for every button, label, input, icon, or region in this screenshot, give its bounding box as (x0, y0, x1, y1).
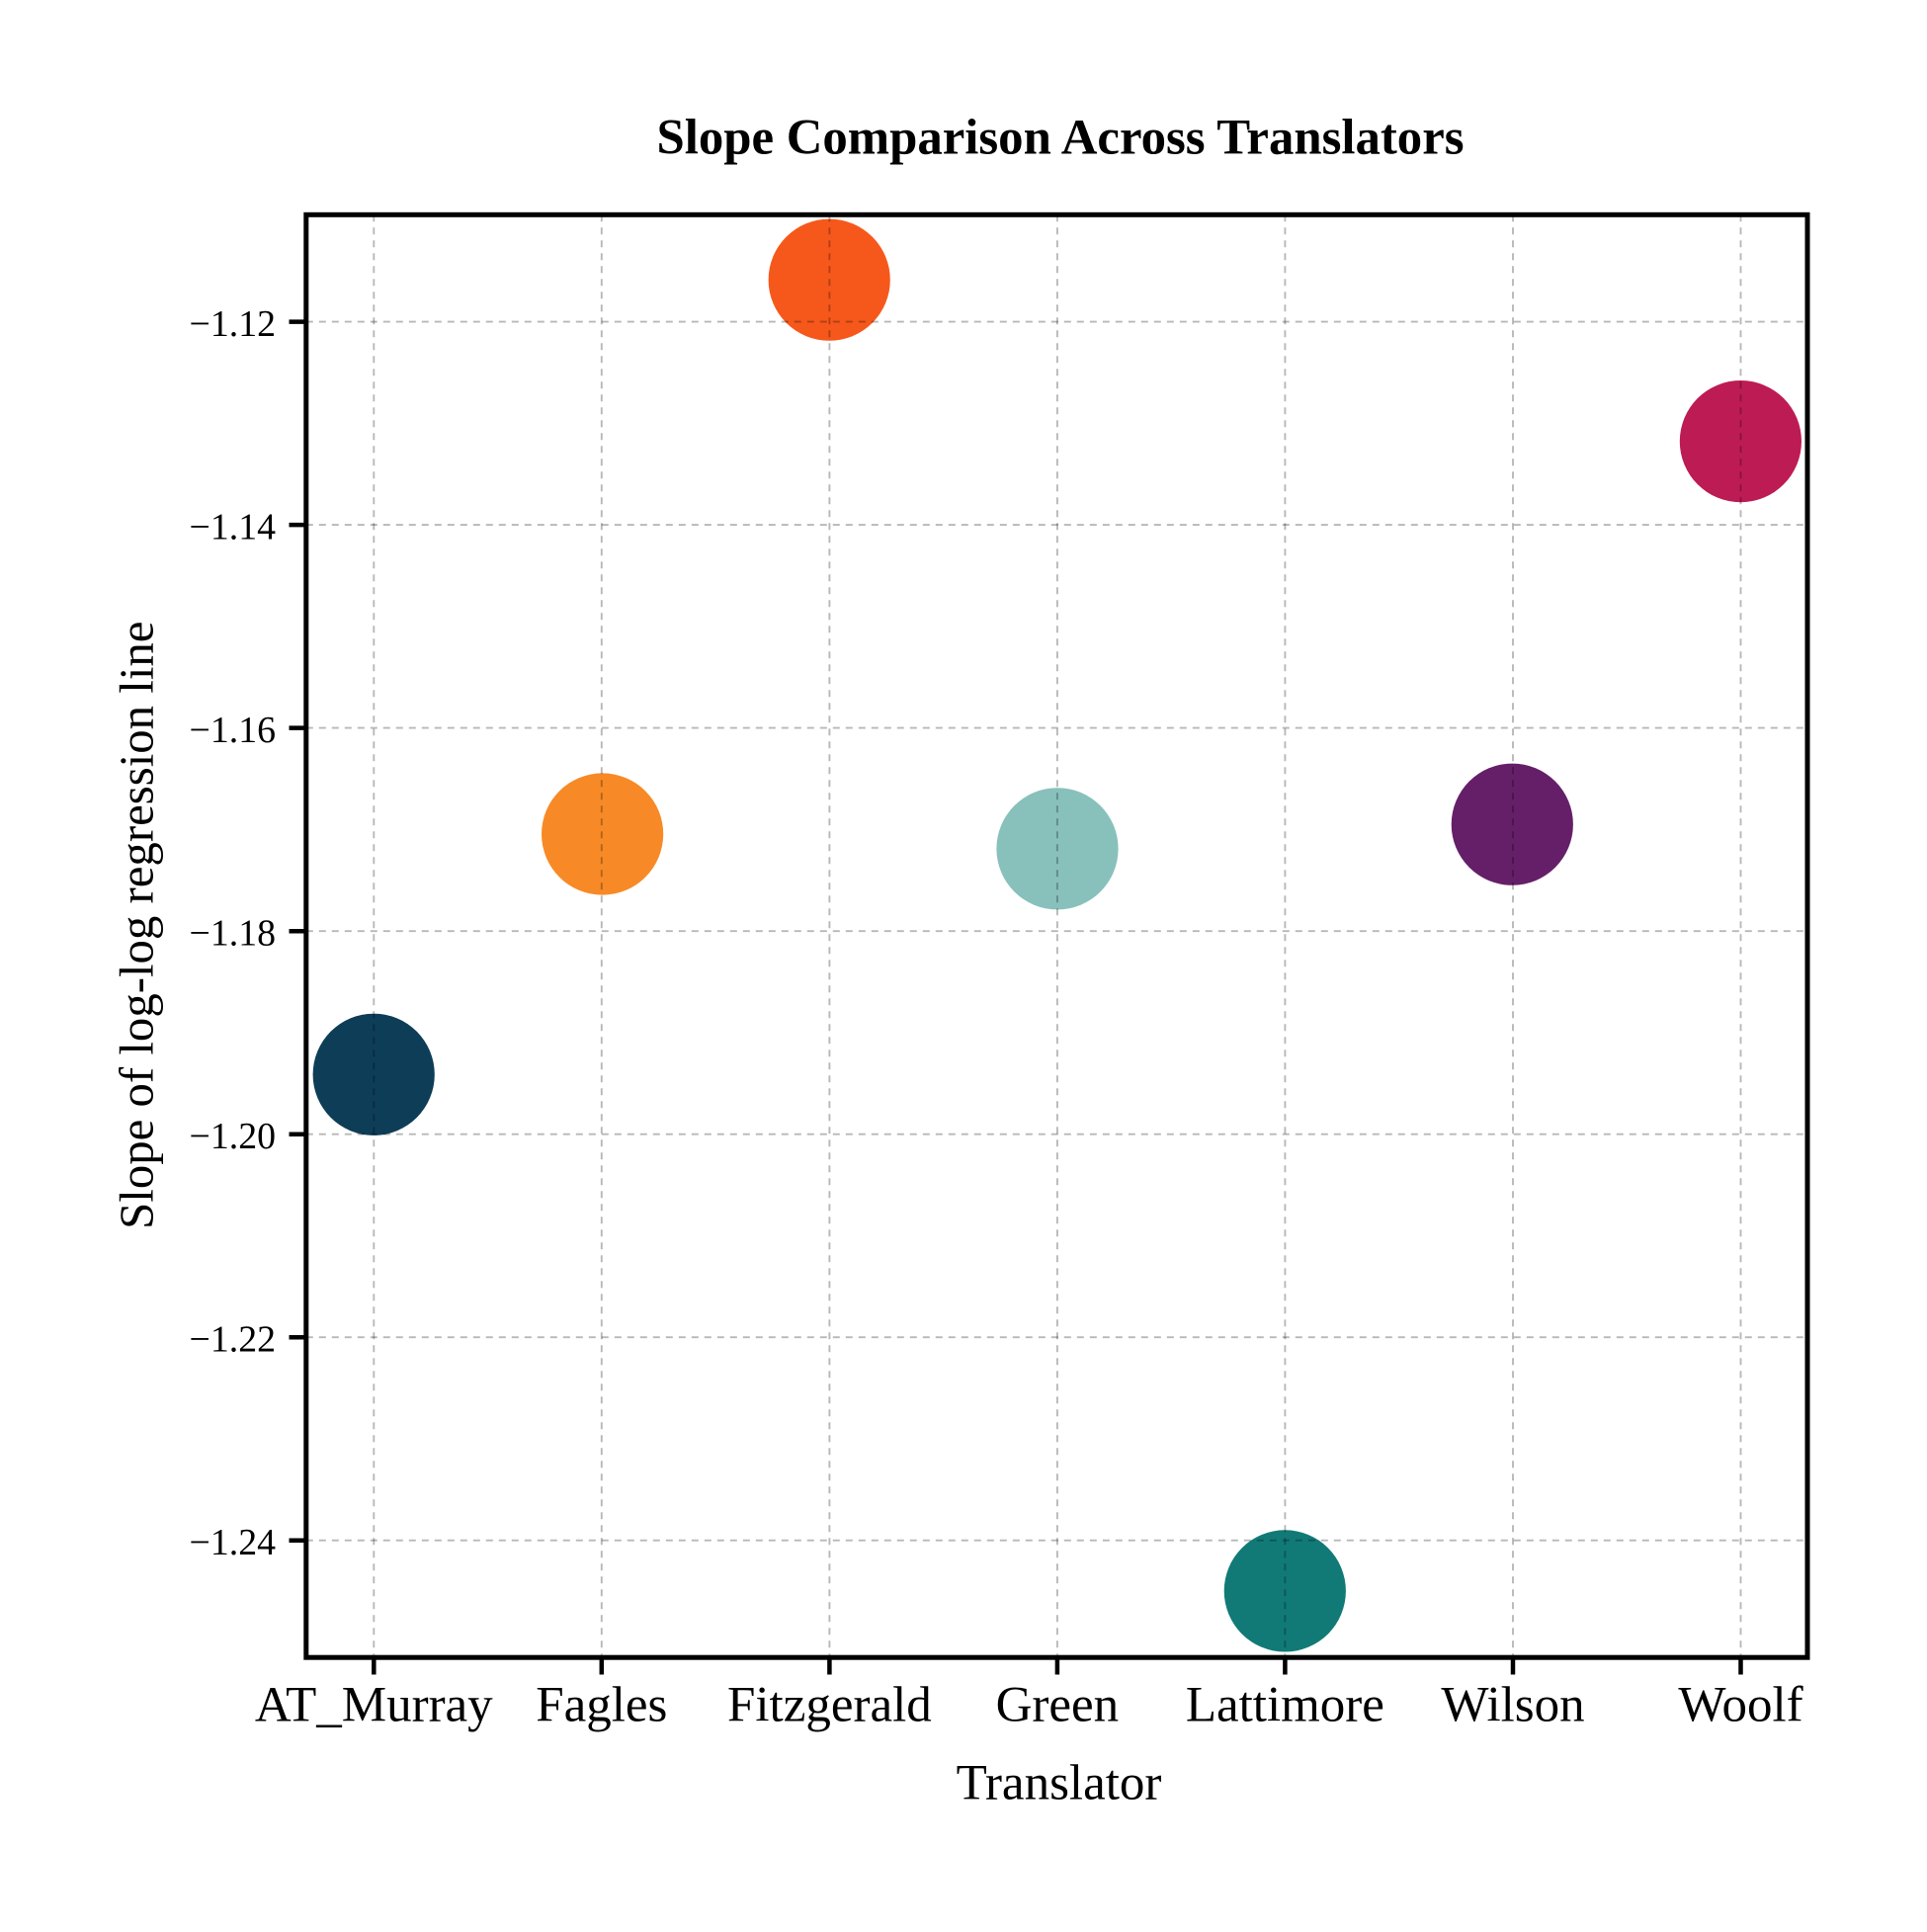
svg-text:Slope of log-log regression li: Slope of log-log regression line (111, 622, 164, 1229)
svg-text:Slope Comparison Across Transl: Slope Comparison Across Translators (656, 110, 1464, 165)
svg-text:Fitzgerald: Fitzgerald (727, 1678, 932, 1733)
svg-text:Translator: Translator (957, 1755, 1162, 1810)
svg-text:−1.18: −1.18 (190, 913, 276, 955)
svg-text:−1.16: −1.16 (190, 710, 276, 751)
svg-text:Woolf: Woolf (1678, 1678, 1802, 1733)
svg-text:Wilson: Wilson (1441, 1678, 1584, 1733)
svg-text:Lattimore: Lattimore (1186, 1678, 1384, 1733)
svg-text:−1.24: −1.24 (190, 1522, 277, 1563)
svg-text:−1.22: −1.22 (190, 1319, 276, 1361)
svg-text:−1.20: −1.20 (190, 1116, 276, 1157)
svg-text:AT_Murray: AT_Murray (255, 1678, 493, 1733)
svg-text:−1.14: −1.14 (190, 507, 277, 548)
svg-text:−1.12: −1.12 (190, 303, 276, 345)
svg-text:Fagles: Fagles (536, 1678, 667, 1733)
svg-text:Green: Green (996, 1678, 1120, 1733)
